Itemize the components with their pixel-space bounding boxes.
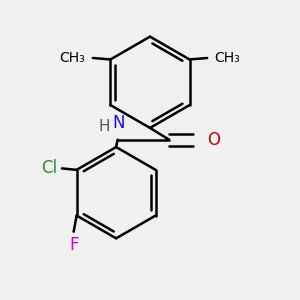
Text: Cl: Cl (41, 159, 58, 177)
Text: F: F (69, 236, 78, 254)
Text: CH₃: CH₃ (214, 51, 240, 65)
Text: CH₃: CH₃ (60, 51, 86, 65)
Text: H: H (99, 119, 110, 134)
Text: N: N (113, 114, 125, 132)
Text: O: O (207, 131, 220, 149)
